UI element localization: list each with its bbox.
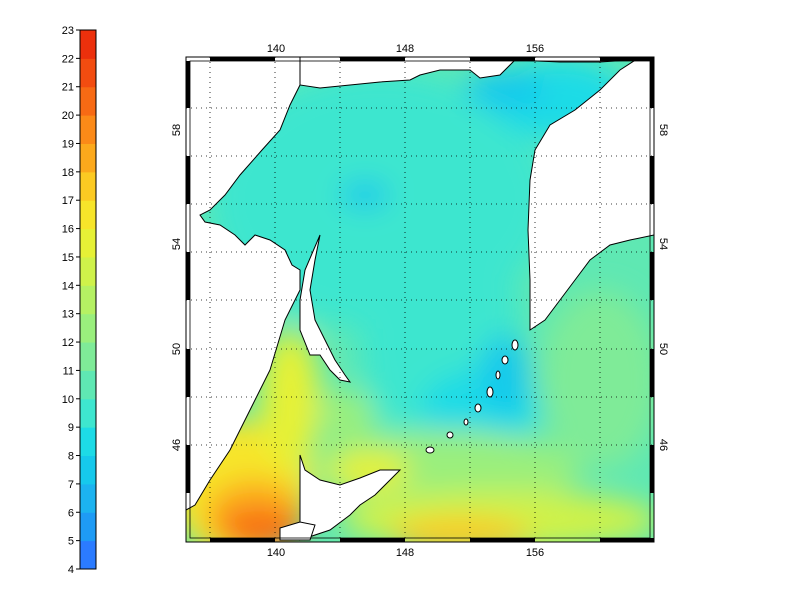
colorbar-label: 14 xyxy=(62,280,74,292)
colorbar-segments xyxy=(80,30,96,570)
colorbar-label: 21 xyxy=(62,82,74,94)
colorbar-label: 15 xyxy=(62,252,74,264)
colorbar-segment xyxy=(80,370,96,400)
x-tick-bottom: 156 xyxy=(526,547,544,559)
colorbar-label: 6 xyxy=(68,507,74,519)
x-tick-bottom: 148 xyxy=(396,547,414,559)
colorbar-segment xyxy=(80,143,96,173)
y-tick-left: 46 xyxy=(171,439,183,451)
y-tick-right: 50 xyxy=(657,343,669,355)
map-gridlines xyxy=(186,57,654,542)
colorbar-label: 7 xyxy=(68,479,74,491)
colorbar-label: 5 xyxy=(68,536,74,548)
x-axis-labels-bottom: 140 148 156 xyxy=(267,547,544,559)
x-tick-top: 140 xyxy=(267,43,285,55)
colorbar-label: 9 xyxy=(68,422,74,434)
colorbar-labels: 4 5 6 7 8 9 10 11 12 13 14 15 16 17 18 19 20 21 22 23 xyxy=(62,25,80,576)
y-axis-labels-right: 46 50 54 58 xyxy=(657,124,669,451)
colorbar-label: 20 xyxy=(62,110,74,122)
colorbar-segment xyxy=(80,200,96,230)
colorbar-segment xyxy=(80,228,96,258)
colorbar-label: 10 xyxy=(62,394,74,406)
y-tick-left: 50 xyxy=(171,343,183,355)
y-tick-right: 58 xyxy=(657,124,669,136)
colorbar-segment xyxy=(80,115,96,144)
y-tick-left: 58 xyxy=(171,124,183,136)
colorbar-label: 17 xyxy=(62,195,74,207)
colorbar-label: 13 xyxy=(62,309,74,321)
colorbar-frame xyxy=(79,29,97,570)
frame-ticks xyxy=(186,57,654,542)
colorbar-label: 22 xyxy=(62,53,74,65)
colorbar-segment xyxy=(80,483,96,513)
colorbar-segment xyxy=(80,342,96,371)
x-tick-bottom: 140 xyxy=(267,547,285,559)
kuril-islands xyxy=(425,339,519,454)
colorbar-label: 4 xyxy=(68,564,74,576)
colorbar-segment xyxy=(80,398,96,428)
y-tick-left: 54 xyxy=(171,238,183,250)
map-panel: 140 148 156 140 148 156 46 50 54 58 46 5… xyxy=(171,43,669,559)
colorbar-label: 19 xyxy=(62,138,74,150)
colorbar-segment xyxy=(80,313,96,343)
colorbar-label: 12 xyxy=(62,337,74,349)
colorbar-segment xyxy=(80,285,96,315)
colorbar-label: 23 xyxy=(62,25,74,37)
colorbar-segment xyxy=(80,427,96,457)
colorbar-label: 11 xyxy=(63,365,74,377)
colorbar-segment xyxy=(80,256,96,286)
y-tick-right: 46 xyxy=(657,439,669,451)
colorbar-segment xyxy=(80,58,96,88)
colorbar-label: 18 xyxy=(62,167,74,179)
x-axis-labels-top: 140 148 156 xyxy=(267,43,544,55)
colorbar-segment xyxy=(80,30,96,59)
x-tick-top: 148 xyxy=(396,43,414,55)
colorbar-label: 8 xyxy=(68,451,74,463)
colorbar-segment xyxy=(80,86,96,116)
colorbar: 4 5 6 7 8 9 10 11 12 13 14 15 16 17 18 19 20 21 22 23 xyxy=(62,25,97,576)
colorbar-segment xyxy=(80,512,96,542)
x-tick-top: 156 xyxy=(526,43,544,55)
colorbar-label: 16 xyxy=(62,224,74,236)
land xyxy=(186,57,654,541)
colorbar-segment xyxy=(80,455,96,485)
sst-field xyxy=(186,57,654,542)
y-tick-right: 54 xyxy=(657,238,669,250)
y-axis-labels-left: 46 50 54 58 xyxy=(171,124,183,451)
colorbar-segment xyxy=(80,540,96,570)
colorbar-segment xyxy=(80,171,96,201)
